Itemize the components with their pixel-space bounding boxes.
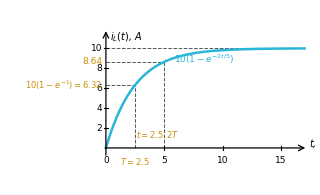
Text: $10(1 - e^{-2t/5})$: $10(1 - e^{-2t/5})$ [174,53,234,66]
Text: 5: 5 [162,156,167,165]
Text: 8.64: 8.64 [83,57,102,66]
Text: 2: 2 [97,123,102,133]
Text: 10: 10 [217,156,228,165]
Text: 15: 15 [276,156,287,165]
Text: 10: 10 [91,44,102,53]
Text: 0: 0 [103,156,109,165]
Text: $T = 2.5$: $T = 2.5$ [120,156,150,167]
Text: $10(1 - e^{-1}) = 6.32$: $10(1 - e^{-1}) = 6.32$ [25,78,102,92]
Text: $t = 2.5$: $t = 2.5$ [136,129,164,140]
Text: 4: 4 [97,104,102,113]
Text: 6: 6 [97,84,102,93]
Text: $2T$: $2T$ [166,129,179,140]
Text: $i_L(t)$, A: $i_L(t)$, A [110,30,142,44]
Text: 8: 8 [97,64,102,73]
Text: $t$, s: $t$, s [309,137,320,151]
